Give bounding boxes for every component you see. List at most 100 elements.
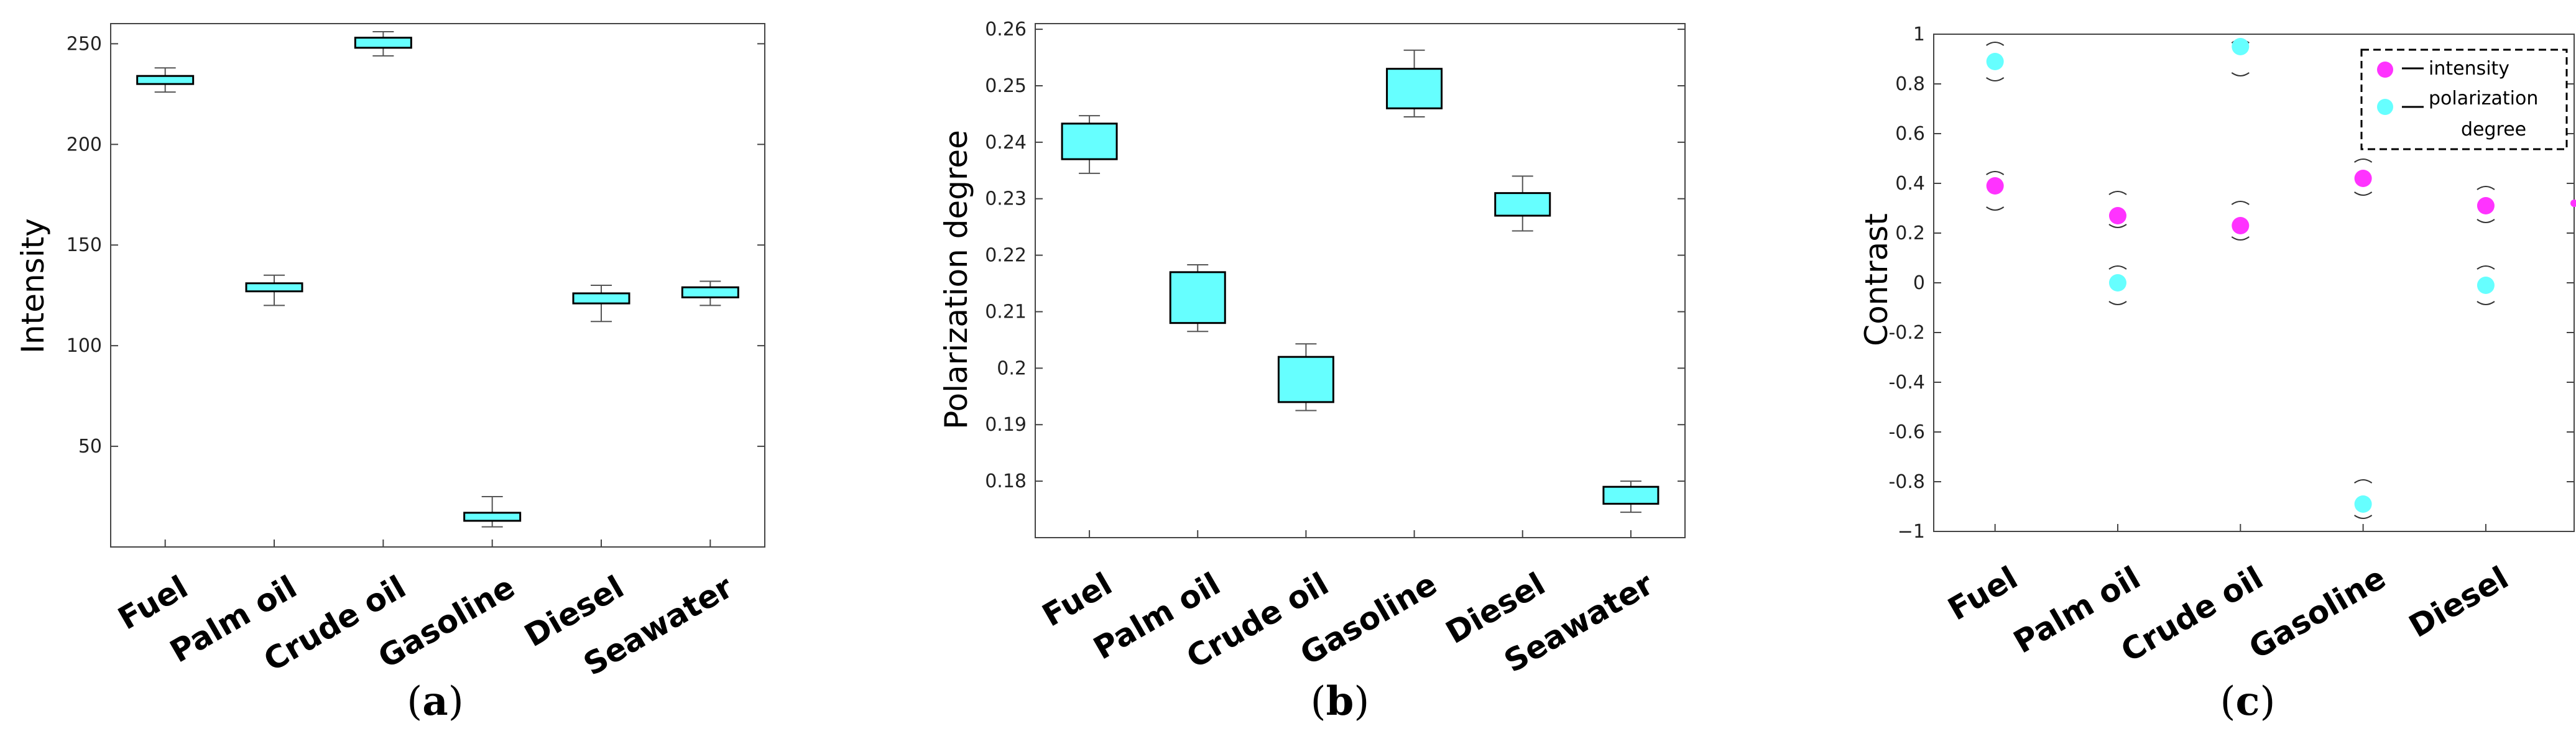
box-4 — [572, 292, 630, 305]
errorbar-cap-upper — [2354, 479, 2373, 484]
errorbar-cap-lower — [1986, 206, 2005, 211]
polarization-point-3 — [2354, 495, 2372, 513]
intensity-point-0 — [1986, 177, 2004, 195]
chart-panel-2: −1 -0.8 -0.6 -0.4 -0.2 0 0.2 0.4 0.6 0.8 1 Contrast… — [1858, 24, 2576, 725]
box-1 — [1169, 271, 1226, 324]
box-3 — [463, 512, 522, 522]
intensity-point-1 — [2108, 207, 2126, 224]
y-tick-label: 0.2 — [1895, 223, 1925, 244]
box-5 — [1602, 485, 1660, 505]
chart-panel-1: 0.18 0.19 0.2 0.21 0.22 0.23 0.24 0.25 0.26 Polar… — [938, 19, 1686, 725]
x-tick-label: Gasoline — [2243, 559, 2391, 666]
errorbar-cap-lower — [1986, 77, 2005, 81]
panel-label-letter: a — [422, 678, 448, 725]
intensity-point-edge — [2570, 200, 2576, 207]
errorbar-cap-upper — [1986, 171, 2005, 175]
errorbar-cap-lower — [2354, 515, 2373, 519]
legend-polarization-marker — [2377, 99, 2393, 115]
y-tick-label: 150 — [67, 234, 102, 256]
y-tick-label: 0.22 — [985, 245, 1027, 267]
box-4 — [1494, 192, 1551, 217]
errorbar-cap-lower — [2108, 301, 2127, 305]
y-axis-label: Polarization degree — [938, 130, 974, 429]
y-tick-label: 50 — [78, 436, 102, 457]
errorbar-cap-lower — [2231, 236, 2250, 241]
y-tick-label: -0.6 — [1888, 421, 1925, 443]
legend-polarization-label-2: degree — [2461, 119, 2526, 140]
y-tick-label: 0.2 — [997, 357, 1027, 379]
y-tick-label: 0.25 — [985, 75, 1027, 97]
y-axis-label: Contrast — [1858, 213, 1895, 346]
polarization-point-0 — [1986, 53, 2004, 70]
y-tick-label: 200 — [67, 134, 102, 155]
errorbar-cap-upper — [2354, 158, 2373, 163]
errorbar-cap-lower — [2231, 72, 2250, 76]
y-tick-label: 0.6 — [1895, 123, 1925, 145]
intensity-point-3 — [2354, 170, 2372, 187]
panel-label-letter: b — [1326, 678, 1354, 725]
errorbar-cap-lower — [2477, 219, 2495, 223]
box-3 — [1386, 68, 1443, 109]
errorbar-cap-upper — [2108, 191, 2127, 195]
x-tick-label: Fuel — [112, 569, 193, 636]
intensity-point-2 — [2232, 217, 2250, 234]
panel-label: (c) — [2220, 678, 2276, 725]
y-tick-label: −1 — [1898, 521, 1925, 543]
box-0 — [136, 75, 195, 85]
panel-label-open: ( — [2220, 679, 2236, 725]
y-tick-label: -0.8 — [1888, 471, 1925, 493]
box-5 — [681, 286, 739, 298]
y-tick-label: 0.24 — [985, 132, 1027, 154]
x-tick-label: Fuel — [1036, 566, 1118, 633]
panel-label-close: ) — [1354, 679, 1369, 725]
y-tick-label: -0.2 — [1888, 322, 1925, 344]
y-tick-label: 0.23 — [985, 188, 1027, 210]
legend-polarization-label-1: polarization — [2429, 88, 2538, 109]
errorbar-cap-lower — [2108, 224, 2127, 228]
y-tick-label: 100 — [67, 335, 102, 357]
legend-box — [2360, 48, 2568, 150]
legend: intensity polarization degree — [2360, 48, 2568, 150]
polarization-point-1 — [2108, 274, 2126, 292]
panel-label: (b) — [1311, 678, 1370, 725]
y-tick-label: 0.19 — [985, 414, 1027, 436]
y-tick-label: 0 — [1913, 272, 1925, 294]
box-2 — [354, 37, 412, 49]
errorbar-cap-upper — [2108, 265, 2127, 270]
legend-intensity-marker — [2377, 62, 2393, 78]
panel-label-letter: c — [2236, 678, 2260, 725]
x-tick-label: Crude oil — [2115, 559, 2269, 669]
errorbar-cap-lower — [2477, 301, 2495, 305]
box-1 — [245, 282, 303, 293]
y-tick-label: -0.4 — [1888, 372, 1925, 393]
y-tick-label: 1 — [1913, 24, 1925, 45]
y-tick-label: 0.8 — [1895, 73, 1925, 95]
y-tick-label: 0.26 — [985, 19, 1027, 40]
box-2 — [1277, 356, 1334, 403]
panel-label-open: ( — [1311, 679, 1326, 725]
plot-frame — [110, 23, 765, 548]
y-axis-label: Intensity — [15, 218, 51, 354]
x-tick-label: Fuel — [1942, 559, 2023, 627]
plot-frame — [1035, 23, 1686, 538]
y-tick-label: 250 — [67, 33, 102, 55]
y-tick-label: 0.21 — [985, 301, 1027, 323]
errorbar-cap-upper — [2477, 186, 2495, 190]
intensity-point-4 — [2477, 197, 2495, 214]
panel-label-close: ) — [448, 679, 464, 725]
polarization-point-4 — [2477, 277, 2495, 294]
legend-intensity-label: intensity — [2429, 58, 2509, 80]
panel-label-open: ( — [407, 679, 422, 725]
x-tick-label: Diesel — [2403, 559, 2514, 645]
panel-label: (a) — [407, 678, 463, 725]
errorbar-cap-lower — [2354, 191, 2373, 196]
polarization-point-2 — [2232, 38, 2250, 55]
errorbar-cap-upper — [2231, 201, 2250, 205]
panel-label-close: ) — [2260, 679, 2275, 725]
errorbar-cap-upper — [1986, 42, 2005, 46]
y-tick-label: 0.18 — [985, 471, 1027, 492]
errorbar-cap-upper — [2477, 265, 2495, 270]
y-tick-label: 0.4 — [1895, 173, 1925, 195]
